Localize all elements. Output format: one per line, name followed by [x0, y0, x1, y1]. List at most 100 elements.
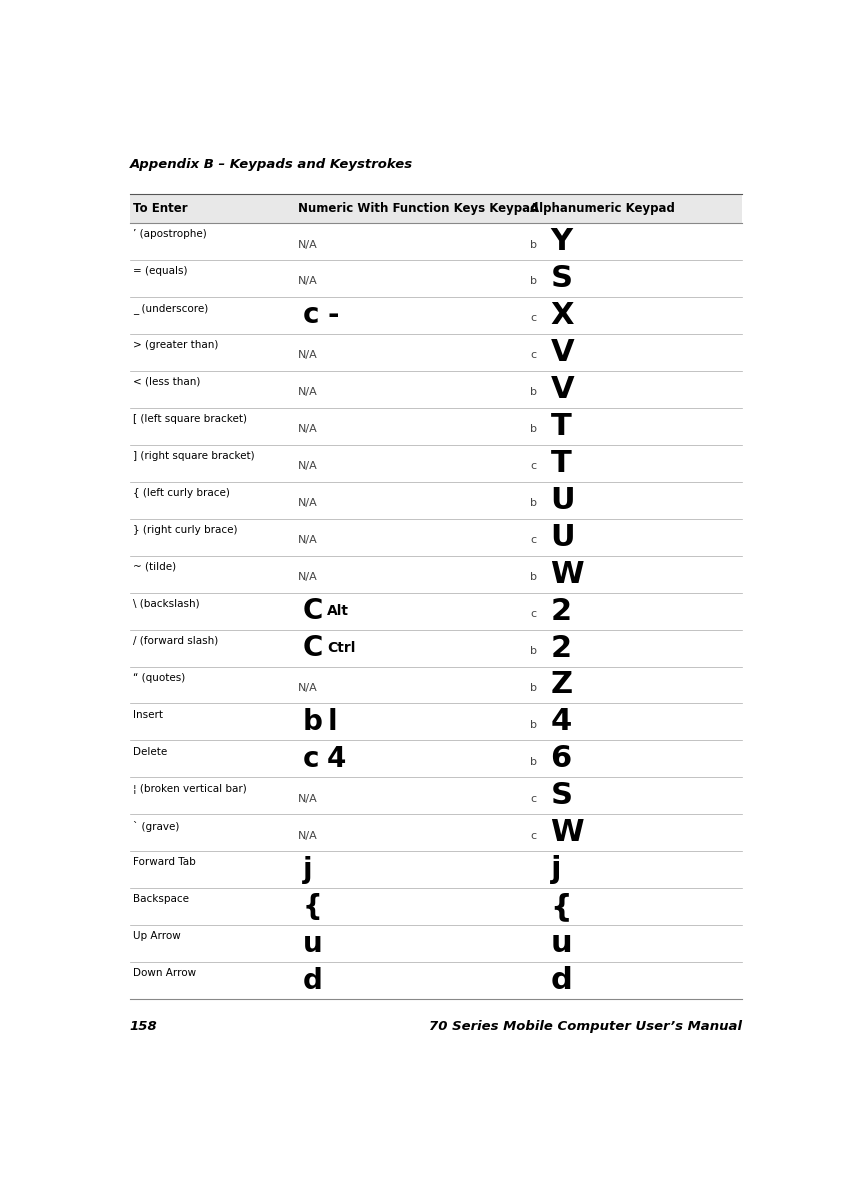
Bar: [129, 814, 742, 852]
Text: > (greater than): > (greater than): [133, 340, 218, 350]
Text: ` (grave): ` (grave): [133, 821, 179, 832]
Text: U: U: [551, 485, 575, 515]
Text: N/A: N/A: [298, 239, 317, 250]
Text: 70 Series Mobile Computer User’s Manual: 70 Series Mobile Computer User’s Manual: [429, 1020, 742, 1033]
Bar: [129, 888, 742, 925]
Text: c: c: [302, 302, 319, 330]
Text: W: W: [551, 560, 584, 589]
Text: 2: 2: [551, 596, 572, 626]
Text: < (less than): < (less than): [133, 377, 200, 388]
Text: N/A: N/A: [298, 424, 317, 435]
Bar: [129, 482, 742, 518]
Text: b: b: [530, 757, 537, 767]
Text: Up Arrow: Up Arrow: [133, 932, 180, 941]
Bar: [129, 852, 742, 888]
Text: N/A: N/A: [298, 794, 317, 803]
Bar: [129, 593, 742, 629]
Bar: [129, 925, 742, 962]
Bar: [129, 556, 742, 593]
Bar: [129, 445, 742, 482]
Text: b: b: [530, 424, 537, 435]
Text: N/A: N/A: [298, 535, 317, 545]
Text: b: b: [530, 573, 537, 582]
Text: Forward Tab: Forward Tab: [133, 858, 196, 867]
Text: T: T: [551, 412, 571, 441]
Text: = (equals): = (equals): [133, 266, 187, 276]
Text: j: j: [551, 855, 561, 885]
Text: 4: 4: [328, 744, 346, 773]
Text: Alt: Alt: [328, 604, 349, 618]
Text: C: C: [302, 634, 323, 662]
Bar: [129, 667, 742, 703]
Text: To Enter: To Enter: [133, 201, 187, 214]
Bar: [129, 333, 742, 371]
Text: Delete: Delete: [133, 747, 167, 756]
Text: Numeric With Function Keys Keypad: Numeric With Function Keys Keypad: [298, 201, 539, 214]
Text: {: {: [302, 893, 323, 921]
Text: X: X: [551, 300, 574, 330]
Text: Backspace: Backspace: [133, 894, 189, 905]
Text: c: c: [530, 794, 536, 803]
Text: b: b: [530, 277, 537, 286]
Text: c: c: [530, 462, 536, 471]
Text: j: j: [302, 855, 312, 884]
Text: Z: Z: [551, 670, 573, 700]
Text: Down Arrow: Down Arrow: [133, 968, 196, 979]
Text: C: C: [302, 597, 323, 626]
Text: Y: Y: [551, 227, 573, 256]
Text: [ (left square bracket): [ (left square bracket): [133, 413, 247, 424]
Text: ] (right square bracket): ] (right square bracket): [133, 451, 254, 461]
Text: c: c: [530, 313, 536, 324]
Bar: [129, 193, 742, 223]
Text: / (forward slash): / (forward slash): [133, 636, 218, 646]
Text: 4: 4: [551, 708, 572, 736]
Text: l: l: [328, 708, 337, 736]
Text: 2: 2: [551, 634, 572, 662]
Bar: [129, 962, 742, 999]
Text: b: b: [530, 498, 537, 508]
Bar: [129, 629, 742, 667]
Text: c: c: [302, 744, 319, 773]
Text: T: T: [551, 449, 571, 478]
Bar: [129, 371, 742, 408]
Text: c: c: [530, 609, 536, 620]
Text: S: S: [551, 781, 573, 810]
Text: ~ (tilde): ~ (tilde): [133, 562, 176, 571]
Text: S: S: [551, 264, 573, 293]
Text: } (right curly brace): } (right curly brace): [133, 525, 237, 535]
Text: _ (underscore): _ (underscore): [133, 303, 208, 315]
Text: N/A: N/A: [298, 388, 317, 397]
Text: N/A: N/A: [298, 573, 317, 582]
Text: b: b: [530, 646, 537, 656]
Bar: [129, 518, 742, 556]
Text: “ (quotes): “ (quotes): [133, 673, 185, 683]
Text: Alphanumeric Keypad: Alphanumeric Keypad: [530, 201, 675, 214]
Bar: [129, 777, 742, 814]
Text: d: d: [551, 966, 572, 995]
Text: N/A: N/A: [298, 830, 317, 841]
Text: Insert: Insert: [133, 709, 163, 720]
Bar: [129, 408, 742, 445]
Text: V: V: [551, 338, 574, 366]
Text: { (left curly brace): { (left curly brace): [133, 488, 230, 498]
Text: N/A: N/A: [298, 498, 317, 508]
Text: 6: 6: [551, 744, 572, 774]
Text: N/A: N/A: [298, 277, 317, 286]
Text: Ctrl: Ctrl: [328, 641, 356, 655]
Text: N/A: N/A: [298, 462, 317, 471]
Text: u: u: [302, 929, 323, 958]
Text: \ (backslash): \ (backslash): [133, 598, 199, 609]
Text: b: b: [530, 720, 537, 730]
Text: u: u: [551, 929, 572, 958]
Text: ¦ (broken vertical bar): ¦ (broken vertical bar): [133, 783, 247, 794]
Text: ’ (apostrophe): ’ (apostrophe): [133, 230, 207, 239]
Bar: [129, 703, 742, 741]
Text: c: c: [530, 350, 536, 360]
Text: {: {: [551, 892, 572, 921]
Text: b: b: [530, 239, 537, 250]
Text: b: b: [530, 388, 537, 397]
Text: 158: 158: [129, 1020, 157, 1033]
Bar: [129, 741, 742, 777]
Text: c: c: [530, 830, 536, 841]
Text: V: V: [551, 375, 574, 404]
